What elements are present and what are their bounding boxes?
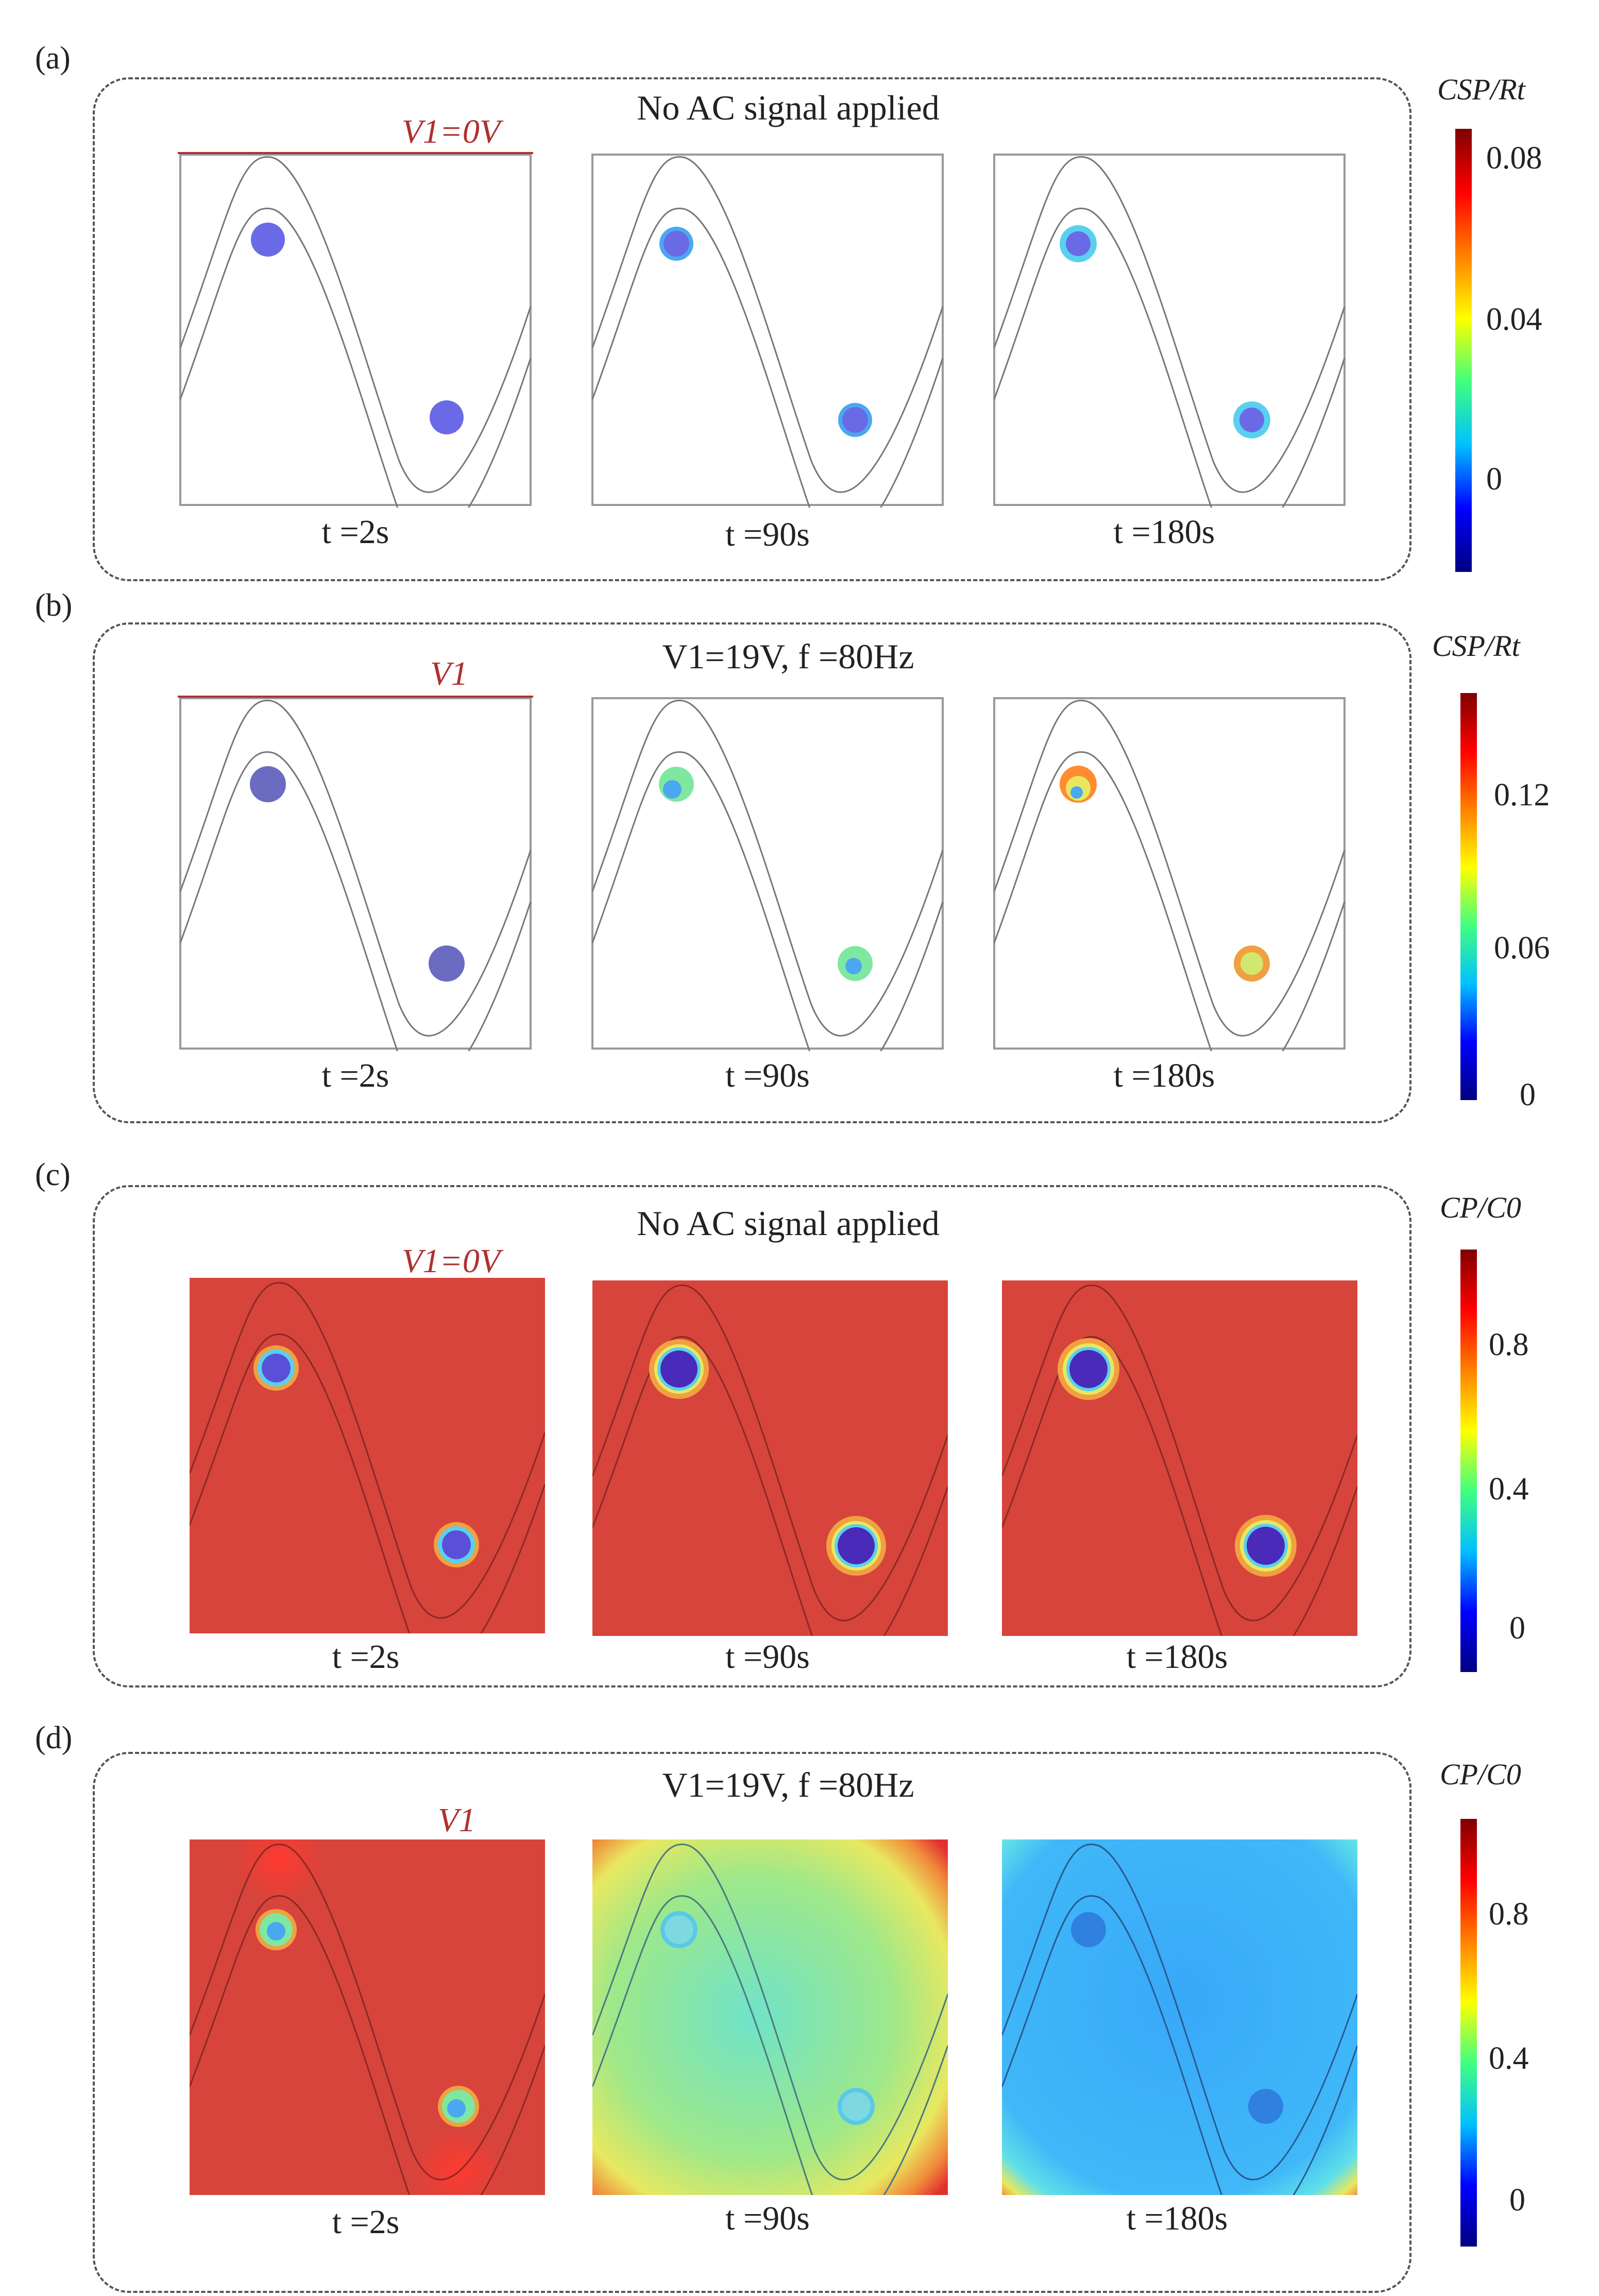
panel-b-frame-3 [992, 696, 1347, 1051]
panel-c-box [93, 1185, 1411, 1687]
colorbar-c-tick: 0 [1509, 1611, 1525, 1646]
panel-c-time-2: t =90s [725, 1638, 810, 1676]
colorbar-a-title: CSP/Rt [1437, 73, 1525, 106]
panel-b-voltage-label: V1 [430, 655, 468, 693]
panel-a-time-2: t =90s [725, 516, 810, 553]
colorbar-b [1460, 693, 1477, 1100]
panel-a-time-1: t =2s [321, 513, 389, 551]
colorbar-b-tick: 0 [1520, 1077, 1536, 1112]
panel-c-frame-1 [190, 1278, 545, 1633]
bead-upper [250, 766, 286, 802]
bead-upper [251, 223, 285, 257]
panel-c-voltage-label: V1=0V [402, 1242, 501, 1280]
colorbar-c-tick: 0.8 [1489, 1327, 1529, 1362]
bead-lower [1248, 2089, 1283, 2124]
panel-c-frame-3 [1002, 1280, 1357, 1636]
colorbar-a-tick: 0.08 [1486, 141, 1542, 176]
panel-d-title: V1=19V, f =80Hz [662, 1765, 914, 1804]
panel-c-title: No AC signal applied [637, 1204, 940, 1243]
panel-b-frame-1 [178, 696, 533, 1051]
panel-letter-d: (d) [35, 1720, 73, 1755]
panel-b-box [93, 622, 1411, 1123]
colorbar-b-tick: 0.12 [1494, 778, 1550, 813]
panel-b-time-1: t =2s [321, 1057, 389, 1094]
panel-d-frame-3 [1002, 1839, 1357, 2195]
panel-d-time-1: t =2s [332, 2203, 400, 2241]
colorbar-b-tick: 0.06 [1494, 931, 1550, 966]
colorbar-a-tick: 0 [1486, 462, 1502, 497]
panel-d-time-3: t =180s [1126, 2200, 1228, 2237]
panel-a-voltage-label: V1=0V [402, 113, 501, 150]
colorbar-c [1460, 1250, 1477, 1672]
colorbar-a [1455, 129, 1472, 572]
panel-c-time-3: t =180s [1126, 1638, 1228, 1676]
bead-upper [1071, 1912, 1106, 1947]
panel-d-time-2: t =90s [725, 2200, 810, 2237]
channel-edge-upper [179, 156, 532, 493]
panel-d-frame-2 [592, 1839, 948, 2195]
panel-a-frame-1 [178, 152, 533, 508]
panel-b-title: V1=19V, f =80Hz [662, 637, 914, 676]
colorbar-b-title: CSP/Rt [1432, 629, 1520, 663]
panel-a-title: No AC signal applied [637, 88, 940, 127]
colorbar-d [1460, 1819, 1477, 2247]
panel-a-box [93, 77, 1411, 581]
panel-d-frame-1 [190, 1839, 545, 2195]
panel-b-time-2: t =90s [725, 1057, 810, 1094]
bead-lower [430, 400, 464, 434]
panel-c-time-1: t =2s [332, 1638, 400, 1676]
colorbar-a-tick: 0.04 [1486, 302, 1542, 337]
colorbar-d-title: CP/C0 [1440, 1758, 1521, 1791]
bead-lower [429, 946, 465, 982]
colorbar-d-tick: 0.4 [1489, 2041, 1529, 2076]
panel-a-frame-2 [590, 152, 945, 508]
channel-edge-lower [179, 207, 532, 508]
colorbar-d-tick: 0 [1509, 2183, 1525, 2218]
panel-d-voltage-label: V1 [438, 1801, 476, 1839]
panel-b-frame-2 [590, 696, 945, 1051]
panel-letter-c: (c) [35, 1157, 71, 1192]
panel-letter-b: (b) [35, 588, 73, 623]
panel-letter-a: (a) [35, 41, 71, 76]
colorbar-c-title: CP/C0 [1440, 1191, 1521, 1224]
panel-d-box [93, 1752, 1411, 2293]
colorbar-d-tick: 0.8 [1489, 1897, 1529, 1932]
panel-a-frame-3 [992, 152, 1347, 508]
panel-b-time-3: t =180s [1113, 1057, 1215, 1094]
panel-c-frame-2 [592, 1280, 948, 1636]
panel-a-time-3: t =180s [1113, 513, 1215, 551]
colorbar-c-tick: 0.4 [1489, 1472, 1529, 1507]
